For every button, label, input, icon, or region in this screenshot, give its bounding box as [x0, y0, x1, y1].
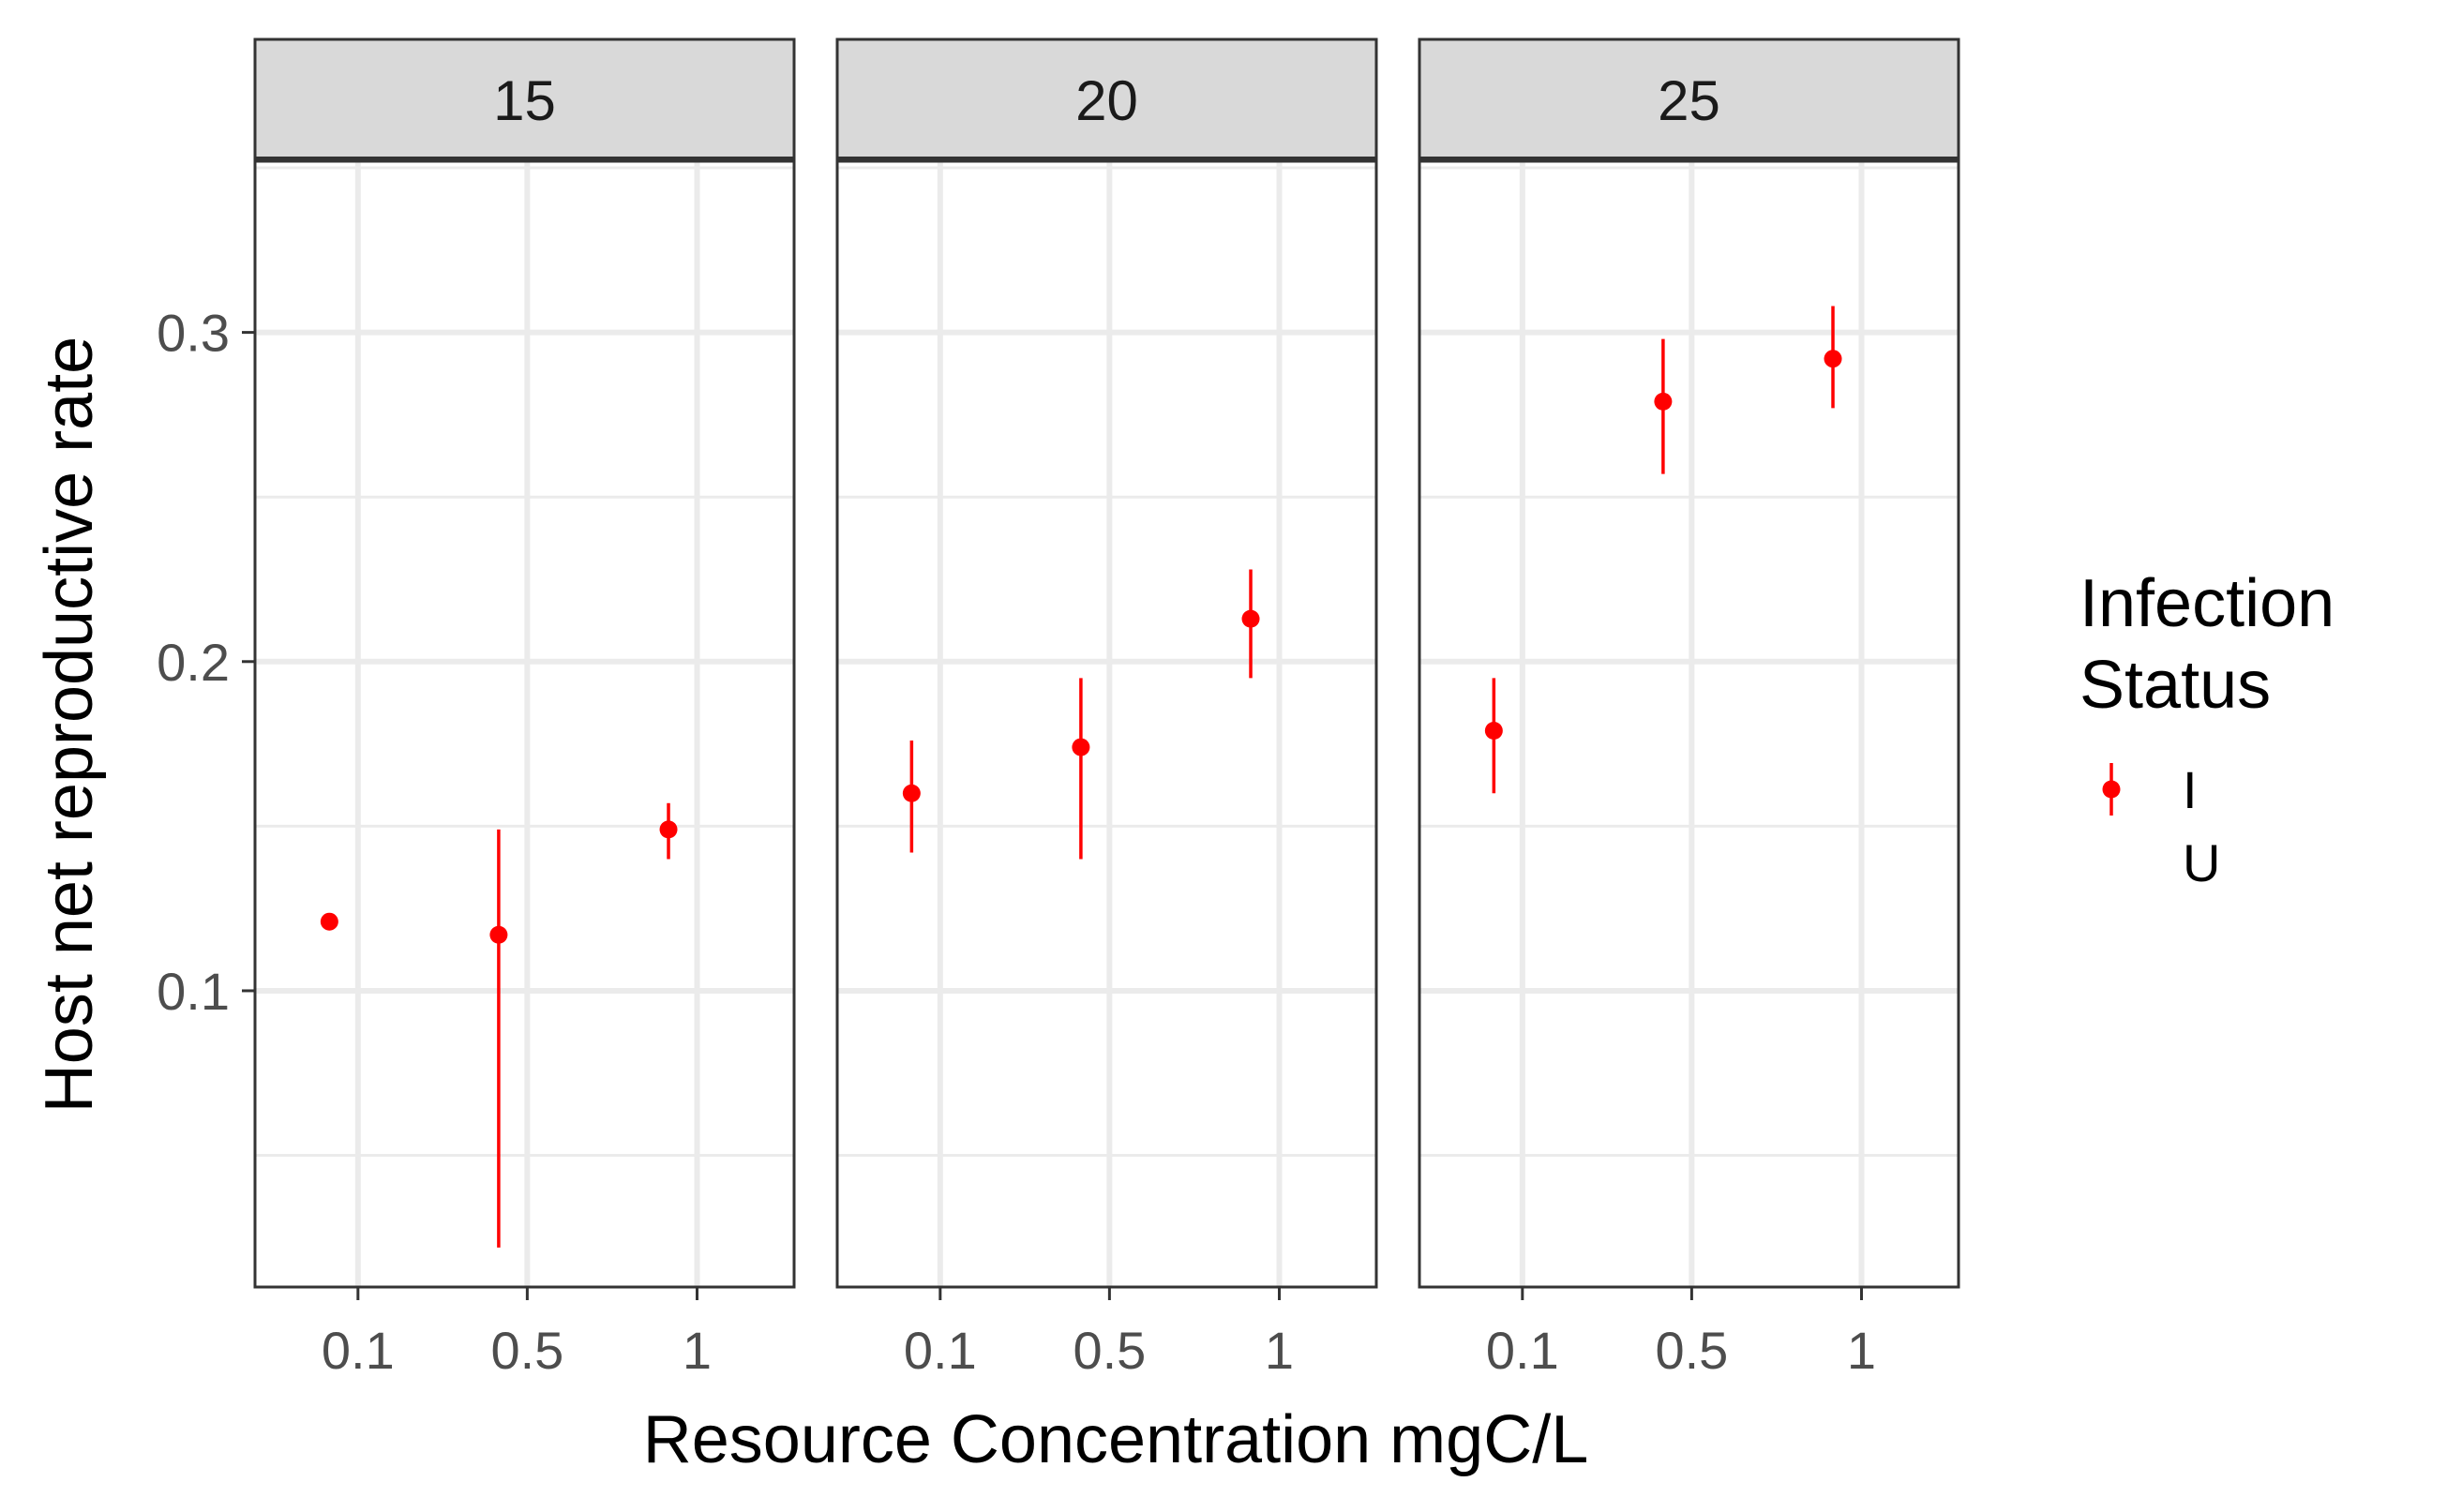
facet-label: 25 — [1658, 69, 1720, 132]
data-point — [489, 925, 508, 944]
y-tick-label: 0.2 — [157, 633, 230, 692]
x-tick-label: 0.5 — [490, 1321, 563, 1380]
legend-title-line-1: Infection — [2079, 566, 2334, 641]
x-tick-label: 1 — [1847, 1321, 1876, 1380]
x-tick-label: 0.1 — [322, 1321, 395, 1380]
facet-strip — [1418, 37, 1960, 161]
legend: Infection Status I U — [2079, 566, 2334, 892]
facet-panels: 15 0.1 0.5 1 20 0.1 0.5 1 25 0.1 0.5 1 — [253, 37, 1960, 1380]
legend-keys — [2102, 763, 2121, 816]
data-point — [659, 820, 678, 839]
facet-panel-25: 25 0.1 0.5 1 — [1418, 37, 1960, 1380]
x-tick-label: 0.5 — [1655, 1321, 1728, 1380]
legend-label-u: U — [2183, 833, 2220, 892]
y-tick-label: 0.3 — [157, 304, 230, 363]
facet-label: 15 — [493, 69, 556, 132]
facet-panel-15: 15 0.1 0.5 1 — [253, 37, 796, 1380]
data-point — [1241, 609, 1260, 628]
x-tick-label: 0.5 — [1073, 1321, 1146, 1380]
x-tick-label: 1 — [1265, 1321, 1294, 1380]
facet-strip — [253, 37, 796, 161]
facet-label: 20 — [1075, 69, 1138, 132]
y-axis-title: Host net reproductive rate — [32, 337, 107, 1113]
facet-panel-20: 20 0.1 0.5 1 — [835, 37, 1378, 1380]
data-point — [1654, 392, 1673, 411]
x-tick-label: 1 — [683, 1321, 712, 1380]
data-point — [1824, 350, 1842, 368]
data-point — [320, 912, 338, 931]
data-point — [902, 784, 921, 802]
data-point — [1072, 738, 1090, 756]
x-tick-label: 0.1 — [904, 1321, 977, 1380]
x-axis-title: Resource Concentration mgC/L — [643, 1402, 1589, 1477]
legend-key-i-point — [2102, 780, 2121, 799]
y-tick-label: 0.1 — [157, 962, 230, 1021]
x-tick-label: 0.1 — [1486, 1321, 1559, 1380]
legend-label-i: I — [2183, 760, 2198, 819]
data-point — [1484, 722, 1503, 741]
y-axis: 0.1 0.2 0.3 — [157, 304, 255, 1021]
facet-strip — [835, 37, 1378, 161]
legend-title-line-2: Status — [2079, 648, 2271, 723]
